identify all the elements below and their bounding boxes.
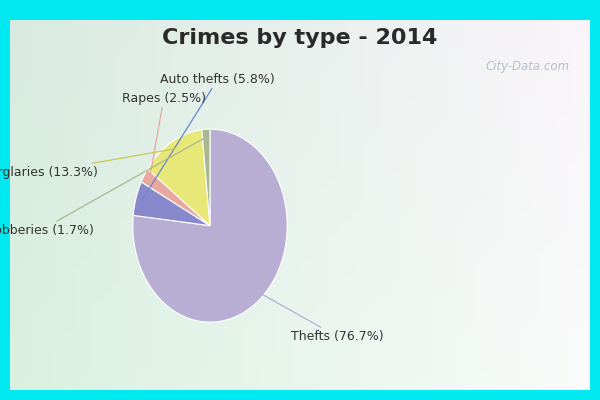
Text: Rapes (2.5%): Rapes (2.5%) bbox=[122, 92, 206, 179]
Wedge shape bbox=[202, 129, 210, 226]
Wedge shape bbox=[141, 169, 210, 226]
Text: Auto thefts (5.8%): Auto thefts (5.8%) bbox=[142, 73, 275, 200]
Text: Crimes by type - 2014: Crimes by type - 2014 bbox=[163, 28, 437, 48]
Text: Thefts (76.7%): Thefts (76.7%) bbox=[257, 292, 383, 343]
Text: Burglaries (13.3%): Burglaries (13.3%) bbox=[0, 149, 175, 179]
Wedge shape bbox=[133, 182, 210, 226]
Text: City-Data.com: City-Data.com bbox=[486, 60, 570, 73]
Wedge shape bbox=[133, 129, 287, 322]
Wedge shape bbox=[148, 130, 210, 226]
Text: Robberies (1.7%): Robberies (1.7%) bbox=[0, 137, 206, 237]
